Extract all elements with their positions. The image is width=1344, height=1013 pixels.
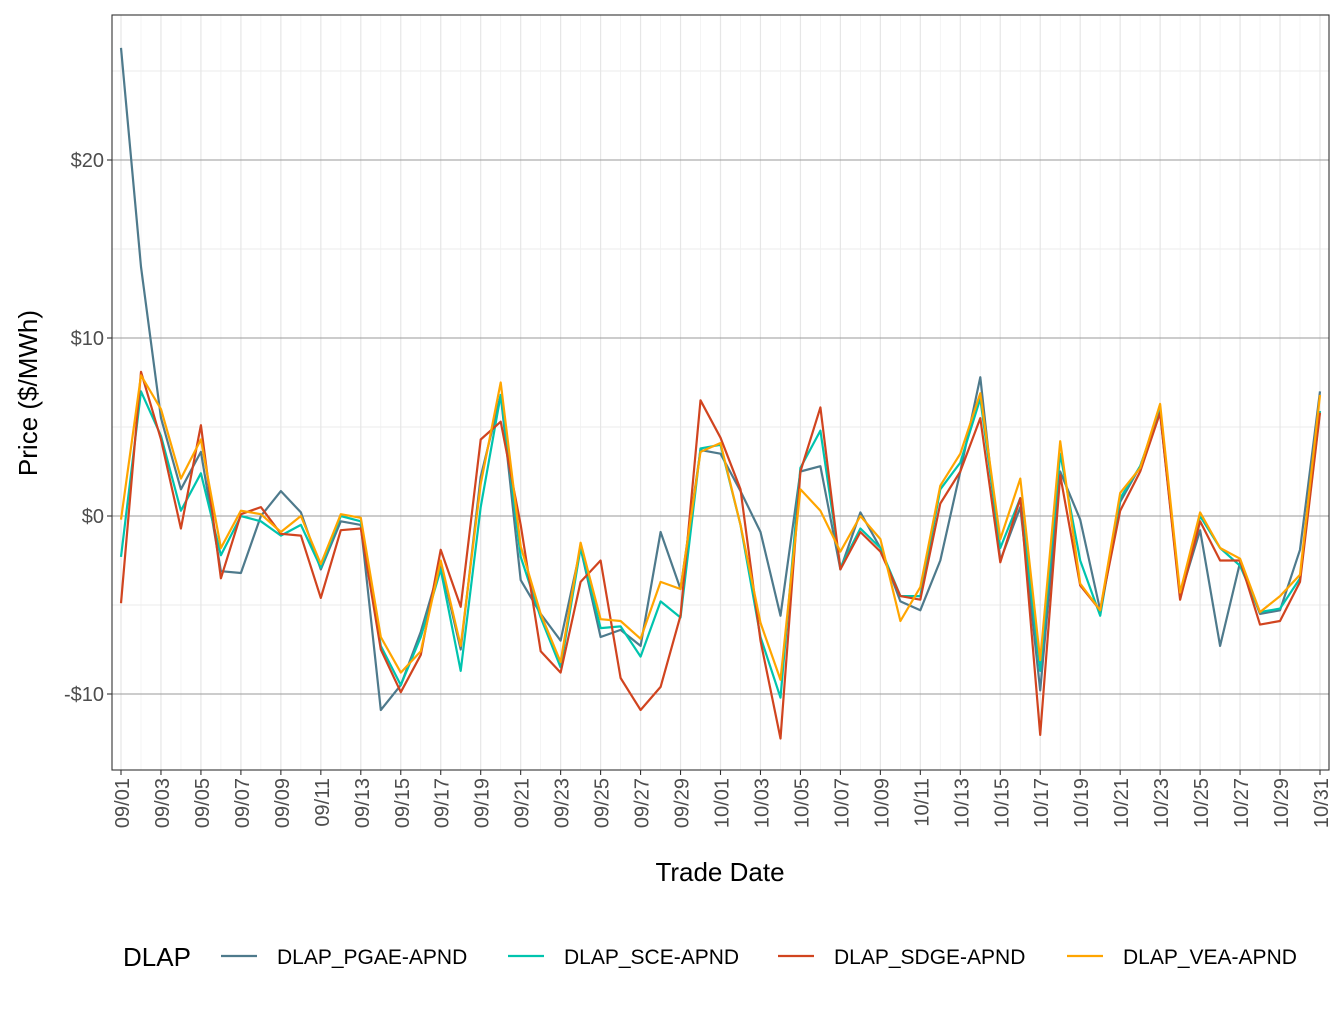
- x-tick-label: 10/31: [1311, 778, 1333, 828]
- legend-label: DLAP_VEA-APND: [1123, 946, 1297, 969]
- x-tick-label: 09/07: [232, 778, 254, 828]
- gridlines: [112, 15, 1329, 770]
- legend: DLAP DLAP_PGAE-APND DLAP_SCE-APND DLAP_SDG…: [123, 942, 1297, 972]
- x-axis: 09/01 09/03 09/05 09/07 09/09 09/11 09/13 09/15…: [112, 770, 1333, 828]
- x-tick-label: 10/15: [991, 778, 1013, 828]
- x-tick-label: 09/25: [592, 778, 614, 828]
- x-tick-label: 09/11: [312, 778, 334, 827]
- x-tick-label: 09/09: [272, 778, 294, 828]
- x-tick-label: 10/07: [831, 778, 853, 828]
- x-tick-label: 10/19: [1071, 778, 1093, 828]
- x-tick-label: 09/01: [112, 778, 134, 828]
- x-tick-label: 09/23: [552, 778, 574, 828]
- x-tick-label: 09/29: [672, 778, 694, 828]
- x-axis-title: Trade Date: [655, 857, 784, 887]
- x-tick-label: 09/19: [472, 778, 494, 828]
- x-tick-label: 10/23: [1151, 778, 1173, 828]
- x-tick-label: 10/27: [1231, 778, 1253, 828]
- series-line-dlap_vea-apnd: [119, 374, 1322, 681]
- x-tick-label: 10/09: [871, 778, 893, 828]
- x-tick-label: 10/17: [1031, 778, 1053, 828]
- x-tick-label: 10/21: [1111, 778, 1133, 828]
- x-tick-label: 10/11: [911, 778, 933, 827]
- x-tick-label: 09/17: [432, 778, 454, 828]
- y-tick-label: $0: [82, 506, 104, 528]
- y-tick-label: -$10: [64, 684, 104, 706]
- x-tick-label: 10/29: [1271, 778, 1293, 828]
- y-tick-label: $20: [71, 150, 104, 172]
- x-tick-label: 09/13: [352, 778, 374, 828]
- x-tick-label: 09/27: [632, 778, 654, 828]
- x-tick-label: 10/25: [1191, 778, 1213, 828]
- legend-label: DLAP_PGAE-APND: [277, 946, 467, 969]
- y-axis-title: Price ($/MWh): [13, 310, 43, 476]
- y-axis: $20 $10 $0 -$10: [64, 150, 112, 706]
- x-tick-label: 10/01: [712, 778, 734, 828]
- series-line-dlap_sdge-apnd: [119, 370, 1322, 740]
- legend-label: DLAP_SDGE-APND: [834, 946, 1025, 969]
- x-tick-label: 10/05: [791, 778, 813, 828]
- x-tick-label: 10/03: [751, 778, 773, 828]
- series-lines: [119, 47, 1322, 740]
- y-tick-label: $10: [71, 328, 104, 350]
- x-tick-label: 09/05: [192, 778, 214, 828]
- x-tick-label: 09/15: [392, 778, 414, 828]
- x-tick-label: 10/13: [951, 778, 973, 828]
- x-tick-label: 09/03: [152, 778, 174, 828]
- legend-title: DLAP: [123, 942, 191, 972]
- legend-label: DLAP_SCE-APND: [564, 946, 739, 969]
- x-tick-label: 09/21: [512, 778, 534, 828]
